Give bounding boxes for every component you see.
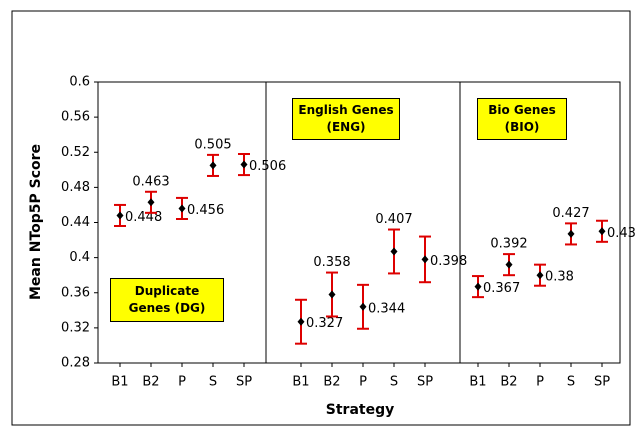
data-label: 0.358 xyxy=(313,255,350,270)
y-tick-label: 0.52 xyxy=(61,145,90,160)
x-tick-label: B2 xyxy=(142,375,159,390)
x-tick-label: SP xyxy=(236,375,252,390)
point xyxy=(505,260,513,269)
y-axis-title: Mean NTop5P Score xyxy=(28,144,44,300)
point xyxy=(297,317,305,326)
data-label: 0.505 xyxy=(194,137,231,152)
point xyxy=(390,247,398,256)
point xyxy=(178,204,186,213)
data-label: 0.398 xyxy=(430,254,467,269)
x-tick-label: SP xyxy=(417,375,433,390)
x-tick-label: B1 xyxy=(292,375,309,390)
y-tick-label: 0.6 xyxy=(69,75,90,90)
data-label: 0.38 xyxy=(545,270,574,285)
point xyxy=(598,227,606,236)
x-tick-label: S xyxy=(567,375,575,390)
x-tick-label: P xyxy=(178,375,186,390)
point xyxy=(116,211,124,220)
data-label: 0.506 xyxy=(249,159,286,174)
point xyxy=(536,271,544,280)
data-label: 0.43 xyxy=(607,226,636,241)
x-tick-label: P xyxy=(536,375,544,390)
data-label: 0.427 xyxy=(552,206,589,221)
y-tick-label: 0.32 xyxy=(61,320,90,335)
figure-border xyxy=(11,10,631,426)
data-label: 0.344 xyxy=(368,301,405,316)
data-label: 0.456 xyxy=(187,203,224,218)
x-tick-label: B1 xyxy=(469,375,486,390)
point xyxy=(147,198,155,207)
data-label: 0.392 xyxy=(490,237,527,252)
panel-title: English Genes (ENG) xyxy=(292,98,400,140)
x-tick-label: P xyxy=(359,375,367,390)
x-tick-label: B2 xyxy=(500,375,517,390)
x-axis-title: Strategy xyxy=(326,402,394,418)
point xyxy=(240,160,248,169)
panel-title: Bio Genes (BIO) xyxy=(477,98,567,140)
y-tick-label: 0.56 xyxy=(61,110,90,125)
data-label: 0.407 xyxy=(375,212,412,227)
data-label: 0.327 xyxy=(306,316,343,331)
point xyxy=(328,290,336,299)
x-tick-label: S xyxy=(209,375,217,390)
data-label: 0.367 xyxy=(483,281,520,296)
y-tick-label: 0.48 xyxy=(61,180,90,195)
x-tick-label: SP xyxy=(594,375,610,390)
x-tick-label: S xyxy=(390,375,398,390)
point xyxy=(567,229,575,238)
point xyxy=(359,302,367,311)
point xyxy=(209,161,217,170)
data-label: 0.463 xyxy=(132,174,169,189)
y-tick-label: 0.36 xyxy=(61,285,90,300)
x-tick-label: B2 xyxy=(323,375,340,390)
point xyxy=(474,282,482,291)
x-tick-label: B1 xyxy=(111,375,128,390)
y-tick-label: 0.44 xyxy=(61,215,90,230)
y-tick-label: 0.28 xyxy=(61,356,90,371)
panel-title: Duplicate Genes (DG) xyxy=(110,278,224,322)
point xyxy=(421,255,429,264)
y-tick-label: 0.4 xyxy=(69,250,90,265)
